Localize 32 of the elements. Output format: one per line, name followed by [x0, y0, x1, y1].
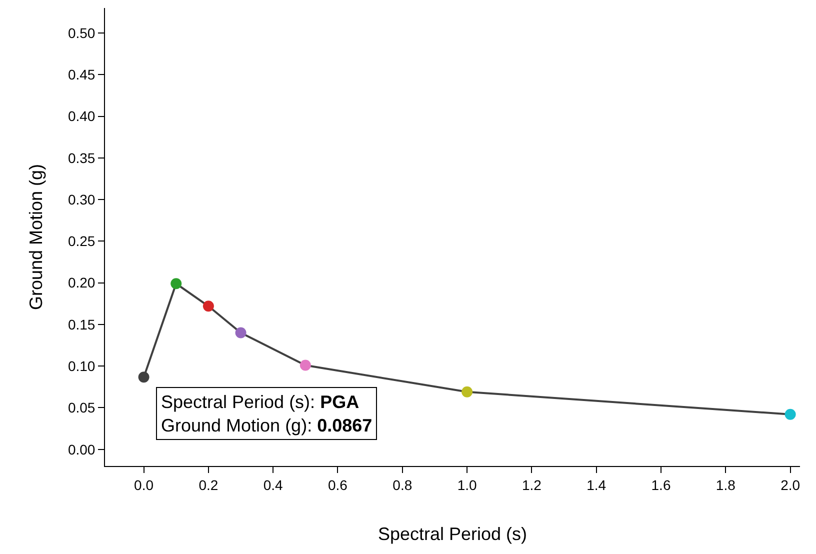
x-tick-label: 1.6 — [651, 476, 671, 493]
x-tick-label: 2.0 — [780, 476, 800, 493]
y-tick-label: 0.25 — [68, 233, 96, 250]
y-tick-label: 0.30 — [68, 191, 96, 208]
y-tick-label: 0.10 — [68, 358, 96, 374]
point — [300, 360, 311, 371]
y-tick-label: 0.40 — [68, 108, 96, 124]
x-tick-label: 0.4 — [263, 476, 284, 493]
x-tick-label: 0.6 — [328, 476, 348, 493]
point — [170, 278, 182, 290]
x-tick-label: 1.4 — [586, 476, 606, 493]
y-tick-label: 0.35 — [68, 150, 96, 166]
x-axis-title: Spectral Period (s) — [378, 524, 528, 544]
x-tick-label: 1.8 — [716, 476, 736, 493]
y-axis-title: Ground Motion (g) — [26, 164, 46, 310]
point — [202, 300, 214, 312]
point — [462, 386, 473, 398]
x-tick-label: 1.0 — [457, 476, 477, 493]
x-tick-label: 0.8 — [392, 476, 412, 493]
y-tick-label: 0.20 — [68, 274, 96, 291]
y-tick-label: 0.15 — [68, 316, 96, 332]
y-tick-label: 0.45 — [68, 66, 96, 83]
point — [138, 372, 150, 383]
y-tick-label: 0.50 — [68, 24, 96, 41]
point — [784, 408, 796, 420]
y-tick-label: 0.00 — [68, 441, 96, 458]
annotation: Spectral Period (s): PGA Ground Motion (g): 0.0867 — [161, 392, 372, 436]
x-tick-label: 0.0 — [134, 476, 154, 493]
point — [235, 327, 246, 338]
y-tick-label: 0.05 — [68, 400, 96, 416]
x-tick-label: 1.2 — [522, 476, 542, 493]
x-tick-label: 0.2 — [198, 476, 218, 493]
